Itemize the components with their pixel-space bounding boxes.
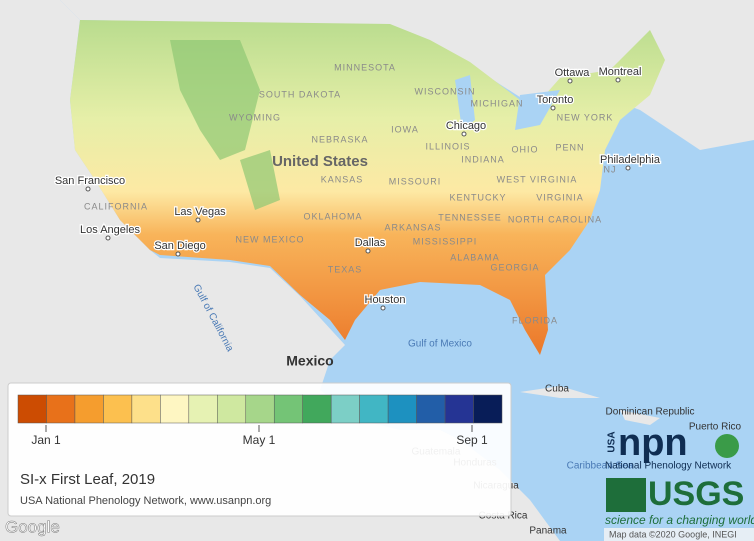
state-label: KANSAS <box>321 174 364 184</box>
state-label: SOUTH DAKOTA <box>259 89 341 99</box>
state-label: OKLAHOMA <box>303 211 362 221</box>
city-dot <box>195 217 201 223</box>
legend-swatch <box>245 394 275 424</box>
islands <box>520 386 660 425</box>
legend-swatch <box>103 394 133 424</box>
city-label: Toronto <box>537 94 574 106</box>
city-label: Houston <box>365 294 406 306</box>
legend-swatch <box>302 394 332 424</box>
city-dot <box>461 131 467 137</box>
state-label: NEW YORK <box>557 112 614 122</box>
state-label: KENTUCKY <box>449 192 506 202</box>
legend-swatch <box>17 394 47 424</box>
legend-swatch <box>387 394 417 424</box>
state-label: TENNESSEE <box>438 212 502 222</box>
country-label: Puerto Rico <box>689 422 742 433</box>
legend-swatch <box>74 394 104 424</box>
city-label: Montreal <box>599 66 642 78</box>
state-label: IOWA <box>391 124 419 134</box>
city-label: Philadelphia <box>600 154 661 166</box>
city-label: Dallas <box>355 237 386 249</box>
state-label: WISCONSIN <box>414 86 475 96</box>
state-label: VIRGINIA <box>536 192 584 202</box>
usgs-logo: USGS <box>648 475 744 513</box>
city-dot <box>365 248 371 254</box>
country-label: United States <box>272 153 368 170</box>
legend-swatch <box>46 394 76 424</box>
google-logo: Google <box>5 517 60 536</box>
state-label: GEORGIA <box>490 262 539 272</box>
npn-usa: USA <box>607 431 618 452</box>
state-label: MISSOURI <box>389 176 442 186</box>
state-label: PENN <box>555 142 584 152</box>
city-label: Los Angeles <box>80 224 140 236</box>
city-label: Chicago <box>446 120 486 132</box>
legend-tick-label: Jan 1 <box>31 433 61 447</box>
state-label: MICHIGAN <box>471 98 524 108</box>
usgs-mark <box>606 478 646 512</box>
legend-title: SI-x First Leaf, 2019 <box>20 471 155 488</box>
npn-globe <box>715 434 739 458</box>
city-dot <box>380 305 386 311</box>
city-dot <box>175 251 181 257</box>
state-label: MINNESOTA <box>334 62 396 72</box>
city-dot <box>85 186 91 192</box>
attribution-box <box>604 528 754 541</box>
state-label: NEW MEXICO <box>235 234 304 244</box>
legend-tick-label: Sep 1 <box>456 433 488 447</box>
state-label: ILLINOIS <box>425 141 470 151</box>
city-dot <box>625 165 631 171</box>
city-dot <box>615 77 621 83</box>
legend-source: USA National Phenology Network, www.usan… <box>20 495 271 507</box>
city-dot <box>105 235 111 241</box>
city-dot <box>550 105 556 111</box>
water-label: Caribbean Sea <box>567 461 634 472</box>
canada <box>0 0 754 150</box>
legend-swatch <box>188 394 218 424</box>
state-label: MISSISSIPPI <box>413 236 478 246</box>
legend-swatch <box>473 394 503 424</box>
state-label: WYOMING <box>229 112 281 122</box>
legend-swatch <box>160 394 190 424</box>
country-label: Dominican Republic <box>606 407 695 418</box>
water-label: Gulf of Mexico <box>408 339 472 350</box>
legend-tick-label: May 1 <box>243 433 276 447</box>
city-label: San Diego <box>154 240 205 252</box>
npn-logo: npn <box>618 422 688 464</box>
country-label: Mexico <box>286 353 333 369</box>
npn-tagline: National Phenology Network <box>605 461 732 472</box>
city-dot <box>567 78 573 84</box>
legend-swatch <box>217 394 247 424</box>
state-label: WEST VIRGINIA <box>497 174 578 184</box>
country-label: Panama <box>529 526 567 537</box>
great-lakes <box>455 75 560 130</box>
state-label: NEBRASKA <box>311 134 368 144</box>
state-label: OHIO <box>511 144 538 154</box>
state-label: CALIFORNIA <box>84 201 148 211</box>
state-label: NJ <box>604 164 617 174</box>
legend-swatch <box>273 394 303 424</box>
state-label: ALABAMA <box>450 252 500 262</box>
country-label: Cuba <box>545 384 569 395</box>
map-data: Map data ©2020 Google, INEGI <box>609 529 737 539</box>
legend-swatch <box>359 394 389 424</box>
legend-swatch <box>444 394 474 424</box>
legend-swatch <box>330 394 360 424</box>
state-label: ARKANSAS <box>384 222 441 232</box>
city-label: Ottawa <box>555 67 591 79</box>
usgs-tagline: science for a changing world <box>605 513 754 527</box>
state-label: FLORIDA <box>512 315 558 325</box>
city-label: San Francisco <box>55 175 125 187</box>
legend-swatch <box>131 394 161 424</box>
state-label: INDIANA <box>461 154 505 164</box>
rockies <box>170 40 280 210</box>
legend-swatch <box>416 394 446 424</box>
city-label: Las Vegas <box>174 206 226 218</box>
state-label: NORTH CAROLINA <box>508 214 602 224</box>
state-label: TEXAS <box>328 264 363 274</box>
